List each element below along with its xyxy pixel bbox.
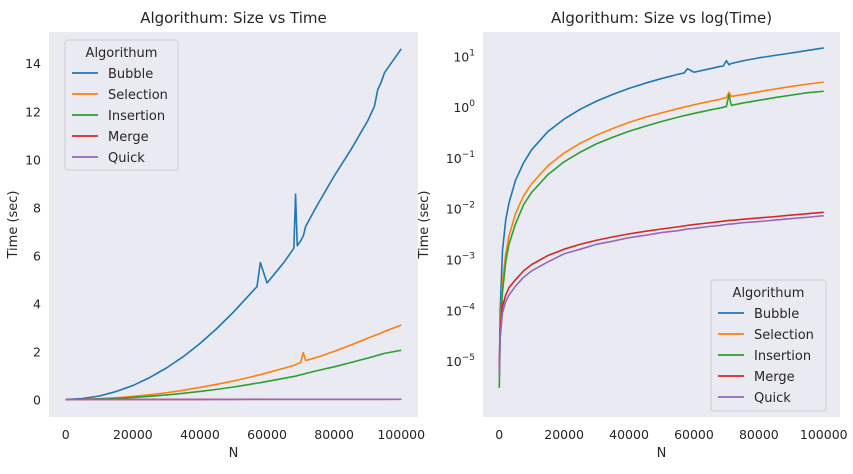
x-tick-label: 100000 — [800, 427, 848, 442]
y-tick-label: 10−5 — [446, 353, 475, 369]
legend-label: Insertion — [754, 349, 811, 364]
y-tick-label: 14 — [25, 56, 41, 71]
x-tick-label: 80000 — [314, 427, 354, 442]
x-tick-label: 20000 — [544, 427, 584, 442]
chart-title: Algorithum: Size vs log(Time) — [551, 9, 772, 27]
y-tick-label: 10−3 — [446, 252, 475, 268]
y-tick-label: 10−1 — [446, 150, 475, 166]
x-axis-label: N — [229, 446, 239, 461]
y-tick-label: 100 — [453, 99, 475, 115]
y-tick-label: 4 — [33, 296, 41, 311]
legend-label: Selection — [108, 88, 168, 103]
x-tick-label: 60000 — [674, 427, 714, 442]
x-tick-label: 40000 — [609, 427, 649, 442]
x-tick-label: 60000 — [247, 427, 287, 442]
legend-title: Algorithum — [733, 286, 805, 301]
x-tick-label: 0 — [62, 427, 70, 442]
y-tick-label: 8 — [33, 200, 41, 215]
legend-label: Merge — [754, 370, 795, 385]
chart-title: Algorithum: Size vs Time — [140, 9, 327, 27]
y-axis-label: Time (sec) — [417, 190, 432, 259]
legend-title: Algorithum — [86, 46, 158, 61]
y-tick-label: 6 — [33, 248, 41, 263]
x-tick-label: 80000 — [739, 427, 779, 442]
x-tick-label: 100000 — [377, 427, 425, 442]
legend-label: Bubble — [108, 67, 153, 82]
x-tick-label: 20000 — [113, 427, 153, 442]
legend: Algorithum Bubble Selection Insertion Merge Q… — [711, 280, 826, 411]
legend: Algorithum Bubble Selection Insertion Merge Q… — [65, 40, 178, 170]
y-tick-label: 10−2 — [446, 201, 475, 217]
y-tick-label: 10 — [25, 152, 41, 167]
legend-label: Quick — [108, 151, 145, 166]
y-axis-label: Time (sec) — [6, 190, 21, 259]
legend-label: Insertion — [108, 109, 165, 124]
y-tick-label: 2 — [33, 344, 41, 359]
y-tick-label: 101 — [453, 48, 475, 64]
legend-label: Selection — [754, 328, 814, 343]
legend-label: Merge — [108, 130, 149, 145]
x-tick-label: 40000 — [180, 427, 220, 442]
chart-panel-2: Algorithum: Size vs log(Time) 0 20000 40000… — [417, 9, 848, 461]
legend-label: Quick — [754, 391, 791, 406]
x-axis-label: N — [657, 446, 667, 461]
x-tick-label: 0 — [495, 427, 503, 442]
chart-panel-1: Algorithum: Size vs Time 0 20000 40000 60000… — [6, 9, 425, 461]
y-tick-label: 12 — [25, 104, 41, 119]
y-tick-label: 10−4 — [446, 302, 475, 318]
y-tick-label: 0 — [33, 392, 41, 407]
legend-label: Bubble — [754, 307, 799, 322]
